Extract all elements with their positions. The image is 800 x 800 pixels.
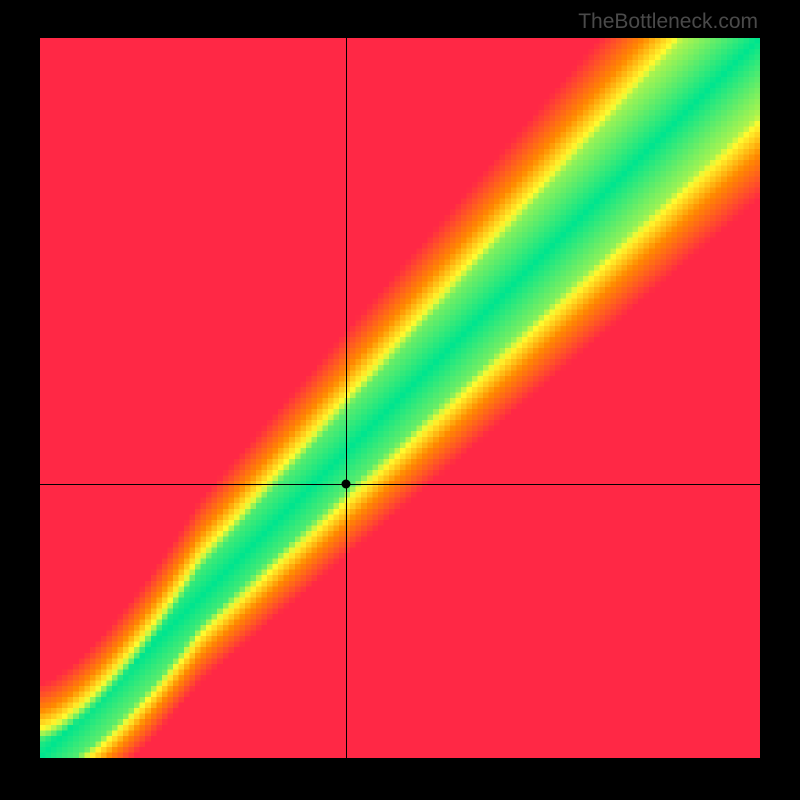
marker-dot (342, 480, 351, 489)
crosshair-vertical (346, 38, 347, 758)
crosshair-horizontal (40, 484, 760, 485)
watermark-text: TheBottleneck.com (578, 10, 758, 34)
heatmap-plot (40, 38, 760, 758)
heatmap-canvas (40, 38, 760, 758)
chart-container: TheBottleneck.com (0, 0, 800, 800)
